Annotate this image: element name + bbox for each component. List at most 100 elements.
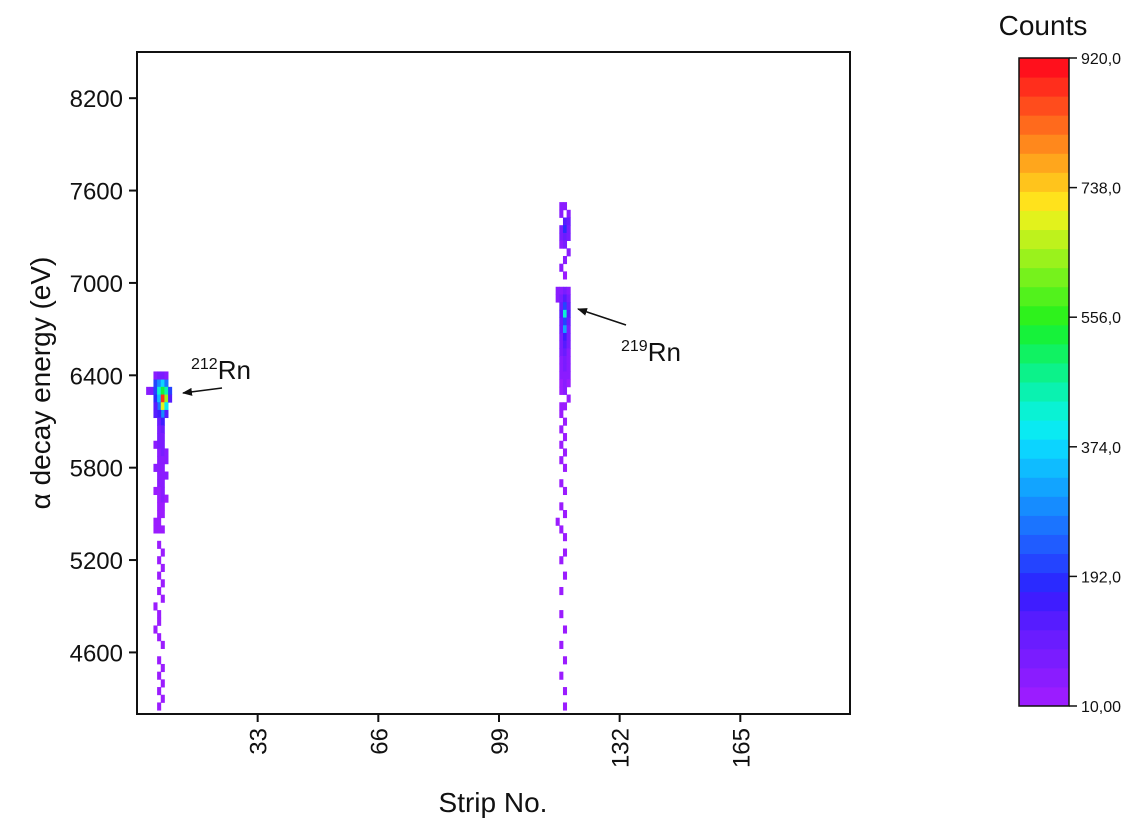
colorbar: 920,0 738,0 556,0 374,0 192,0 10,00 [1018, 51, 1121, 716]
colorbar-segment [1019, 439, 1069, 459]
colorbar-segment [1019, 191, 1069, 211]
heatmap-cell [157, 571, 162, 580]
heatmap-cell [160, 679, 165, 688]
colorbar-segment [1019, 629, 1069, 650]
heatmap-cell [562, 348, 568, 357]
colorbar-segment [1019, 362, 1069, 383]
heatmap-cell [160, 440, 165, 449]
heatmap-cell [160, 425, 165, 434]
heatmap-cell [559, 640, 564, 649]
heatmap-cell [157, 394, 162, 403]
heatmap-cell [562, 433, 568, 442]
heatmap-cell [157, 471, 162, 480]
colorbar-segment [1019, 401, 1069, 421]
heatmap-cell [157, 440, 162, 449]
heatmap-cell [153, 602, 158, 611]
y-tick-label: 4600 [70, 640, 123, 667]
colorbar-segment [1019, 115, 1069, 135]
heatmap-cell [160, 694, 165, 703]
heatmap-cell [157, 702, 162, 711]
annotation-mass: 219 [621, 338, 648, 355]
heatmap-cell [559, 425, 564, 434]
colorbar-segment [1019, 210, 1069, 231]
heatmap-cell [164, 409, 169, 419]
heatmap-cell [160, 663, 165, 673]
x-axis-ticks: 33 66 99 132 165 [246, 714, 755, 768]
heatmap-cell [562, 340, 568, 349]
heatmap-cell [157, 671, 162, 680]
heatmap-cell [555, 517, 560, 526]
annotation-mass: 212 [191, 356, 218, 373]
colorbar-segment [1019, 553, 1069, 574]
heatmap-cell [566, 248, 571, 257]
heatmap-cell [559, 502, 564, 511]
heatmap-cell [160, 371, 165, 380]
heatmap-cell [559, 286, 564, 295]
heatmap-cell [160, 402, 165, 411]
heatmap-cell [559, 586, 564, 596]
heatmap-cell [160, 463, 165, 472]
x-tick-label: 165 [728, 728, 755, 768]
heatmap-cell [149, 386, 154, 395]
heatmap-cell [559, 525, 564, 534]
heatmap-cell [559, 325, 564, 334]
heatmap-cell [164, 494, 169, 503]
heatmap-cell [562, 510, 568, 519]
heatmap-cell [562, 702, 568, 711]
heatmap-cell [562, 309, 568, 318]
heatmap-cell [559, 371, 564, 380]
heatmap-cell [153, 517, 158, 526]
y-axis-ticks: 4600 5200 5800 6400 7000 7600 8200 [70, 86, 137, 667]
heatmap-cell [566, 356, 571, 365]
annotation-element: Rn [218, 355, 251, 385]
colorbar-segment [1019, 667, 1069, 688]
colorbar-tick-label: 10,00 [1081, 699, 1121, 716]
colorbar-segment [1019, 572, 1069, 593]
heatmap-cell [168, 394, 173, 403]
heatmap-cell [559, 332, 564, 342]
colorbar-segment [1019, 172, 1069, 192]
x-axis-label: Strip No. [439, 787, 548, 818]
heatmap-cell [566, 340, 571, 349]
heatmap-cell [559, 379, 564, 388]
heatmap-cell [559, 356, 564, 365]
heatmap-cell [559, 456, 564, 465]
heatmap-cell [562, 417, 568, 426]
x-tick-label: 132 [608, 728, 635, 768]
colorbar-tick-label: 556,0 [1081, 310, 1121, 327]
heatmap-cell [164, 456, 169, 465]
heatmap-cell [559, 348, 564, 357]
heatmap-cell [160, 486, 165, 496]
heatmap-cell [559, 202, 564, 211]
heatmap-cell [157, 586, 162, 596]
y-tick-label: 7000 [70, 271, 123, 298]
heatmap-cell [164, 448, 169, 457]
colorbar-segment [1019, 648, 1069, 669]
heatmap-cell [566, 394, 571, 403]
plot-area [136, 51, 851, 715]
heatmap-cell [566, 317, 571, 326]
heatmap-cell [559, 209, 564, 218]
heatmap-cell [562, 625, 568, 634]
y-tick-label: 6400 [70, 363, 123, 390]
heatmap-cell [153, 625, 158, 634]
heatmap-cell [562, 255, 568, 265]
heatmap-cell [559, 671, 564, 680]
heatmap-cell [562, 217, 568, 226]
heatmap-cell [566, 286, 571, 295]
heatmap-cell [160, 394, 165, 403]
heatmap-cell [157, 540, 162, 549]
heatmap-cell [555, 286, 560, 295]
heatmap-cell [157, 448, 162, 457]
heatmap-cell [160, 594, 165, 603]
heatmap-cell [160, 548, 165, 557]
x-tick-label: 99 [487, 728, 514, 755]
heatmap-cell [164, 386, 169, 395]
heatmap-cell [559, 232, 564, 241]
colorbar-segment [1019, 324, 1069, 345]
heatmap-cell [559, 610, 564, 619]
colorbar-segment [1019, 610, 1069, 631]
heatmap-cell [157, 379, 162, 388]
heatmap-cell [160, 479, 165, 488]
